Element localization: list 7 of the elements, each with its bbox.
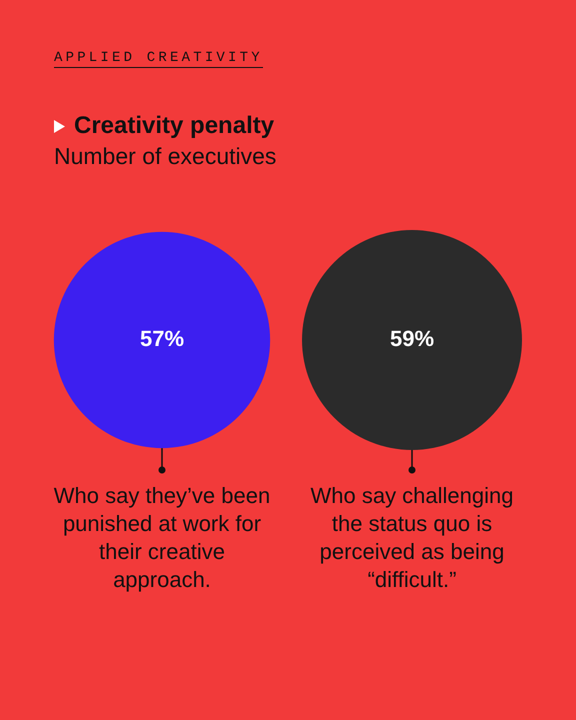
data-label: 59% <box>390 326 434 352</box>
data-label: 57% <box>140 326 184 352</box>
text: APPLIED CREATIVITY <box>54 50 263 68</box>
category-label: Who say they’ve been punished at work for their creative approach. <box>52 482 272 594</box>
category-label: Who say challenging the status quo is perceived as being “difficult.” <box>309 482 514 594</box>
text: Creativity penalty <box>74 112 274 140</box>
text: Number of executives <box>54 142 276 171</box>
